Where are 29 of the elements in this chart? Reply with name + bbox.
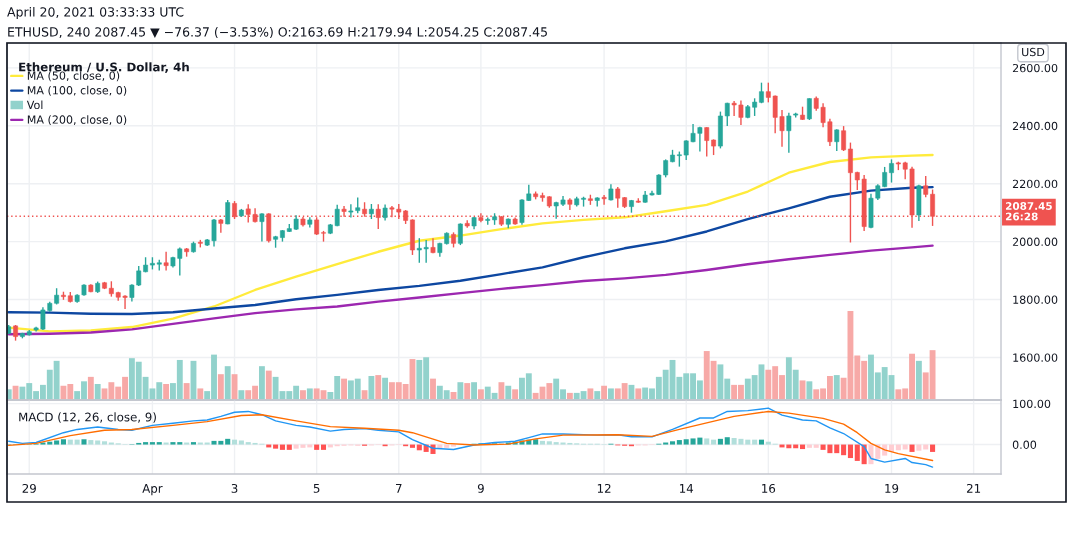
ref-line-label: 2087.45 26:28 <box>1005 202 1052 221</box>
x-tick-label: 21 <box>966 483 981 493</box>
x-tick-label: 29 <box>22 483 36 493</box>
x-tick-label: 14 <box>679 484 694 493</box>
y-tick-label: 100.00 <box>1013 399 1051 409</box>
y-tick-label: 2200.00 <box>1012 179 1058 189</box>
x-tick-label: 9 <box>477 483 484 493</box>
x-tick-label: 16 <box>762 483 776 493</box>
y-tick-label: 0.00 <box>1012 440 1037 449</box>
text: April 20, 2021 03:33:33 UTC <box>7 6 184 20</box>
x-tick-label: Apr <box>142 484 163 496</box>
text: MACD (12, 26, close, 9) <box>19 412 156 423</box>
y-tick-label: 2600.00 <box>1012 63 1058 73</box>
legend-label: Vol <box>26 100 43 110</box>
x-tick-label: 12 <box>597 483 611 493</box>
x-tick-label: 19 <box>885 483 899 493</box>
chart-subtitle: ETHUSD, 240 2087.45 ▼ −76.37 (−3.53%) O:2163.69 H:2179.94 L:2054.25 C:2087.45 <box>8 26 547 39</box>
x-tick-label: 7 <box>396 484 402 493</box>
x-tick-label: 3 <box>231 483 238 493</box>
y-tick-label: 1600.00 <box>1013 353 1058 362</box>
text: Ethereum / U.S. Dollar, 4h <box>19 62 189 73</box>
y-axis-title: USD <box>1022 47 1045 57</box>
y-tick-label: 1800.00 <box>1013 295 1058 304</box>
y-tick-label: 2000.00 <box>1012 237 1058 246</box>
legend-label: MA (200, close, 0) <box>27 115 127 126</box>
legend-label: MA (100, close, 0) <box>27 85 127 96</box>
y-tick-label: 2400.00 <box>1012 121 1058 131</box>
x-tick-label: 5 <box>313 484 320 493</box>
legend-label: MA (50, close, 0) <box>27 71 120 82</box>
